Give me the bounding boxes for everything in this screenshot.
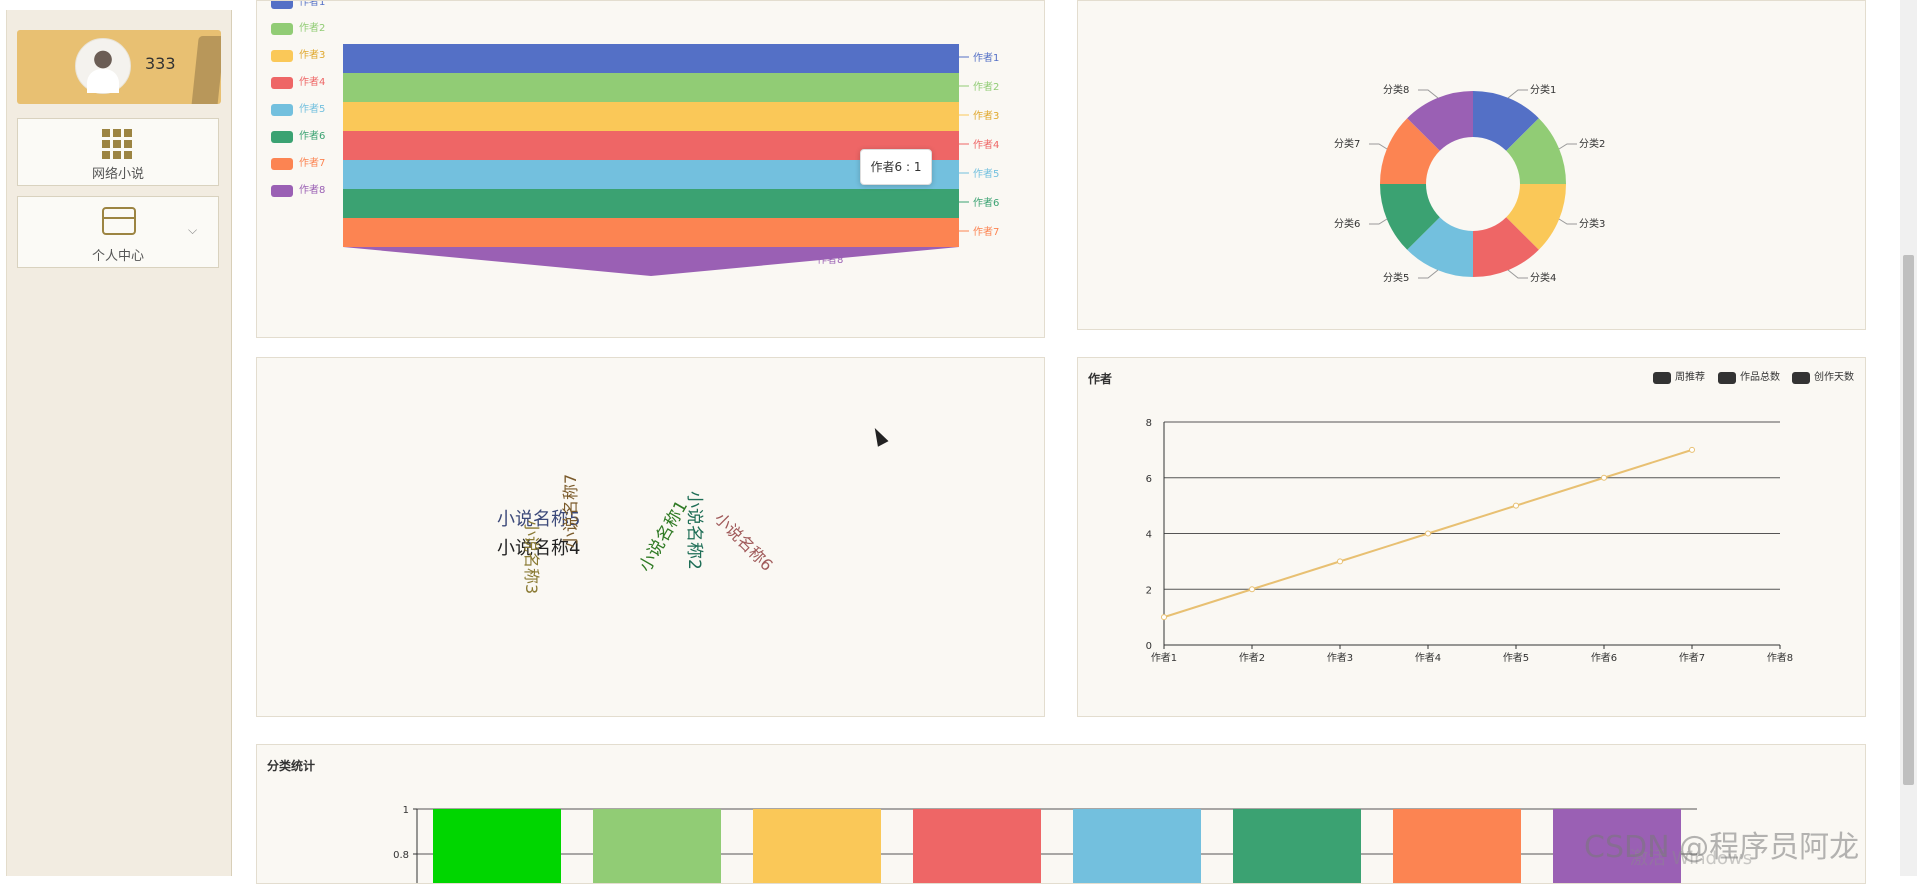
funnel-band-8	[343, 247, 959, 276]
funnel-band-2	[343, 73, 959, 102]
bar	[593, 809, 721, 883]
line-chart: 0 2 4 6 8 作者1 作者2 作者3 作者4 作者5 作者6 作者7 作者8	[1146, 418, 1794, 664]
word-cloud-word[interactable]: 小说名称5	[497, 509, 581, 530]
word-cloud-word[interactable]: 小说名称6	[710, 508, 777, 575]
bar	[913, 809, 1041, 883]
y-tick-label: 0	[1146, 641, 1152, 652]
funnel-band-5	[343, 160, 959, 189]
chevron-down-icon[interactable]: ⌵	[188, 223, 198, 237]
line-chart-panel: 作者 周推荐 作品总数 创作天数 0 2 4 6 8 作者1 作者2 作者3 作者4 作者5 作者6…	[1077, 357, 1866, 717]
y-tick-label: 4	[1146, 530, 1152, 541]
word-cloud-word[interactable]: 小说名称1	[635, 497, 693, 576]
donut-label: 分类8	[1383, 83, 1409, 96]
tooltip: 作者6 : 1	[860, 149, 932, 185]
os-watermark: 激活 Windows	[1630, 848, 1753, 869]
card-icon	[102, 207, 136, 235]
y-tick-label: 2	[1146, 585, 1152, 596]
funnel-label: 作者5	[973, 168, 999, 180]
funnel-chart: 作者1 作者2 作者3 作者4 作者5 作者6 作者7 作者8	[343, 44, 999, 276]
nav-item-personal-center[interactable]: ⌵ 个人中心	[17, 196, 219, 268]
word-cloud-word[interactable]: 小说名称7	[561, 473, 580, 548]
donut-chart: 分类1 分类2 分类3 分类4 分类5 分类6 分类7 分类8	[1334, 83, 1605, 284]
x-tick-label: 作者2	[1239, 652, 1265, 664]
x-tick-label: 作者6	[1591, 652, 1617, 664]
card-fold-decoration	[191, 36, 221, 104]
y-tick-label: 0.8	[393, 850, 409, 861]
bar-chart: 10.8	[393, 805, 1697, 883]
donut-label: 分类4	[1530, 271, 1556, 284]
x-tick-label: 作者3	[1327, 652, 1353, 664]
donut-slice-4	[1473, 217, 1539, 278]
bar	[1393, 809, 1521, 883]
x-tick-label: 作者8	[1767, 652, 1793, 664]
nav-item-novels[interactable]: 网络小说	[17, 118, 219, 186]
nav-item-label: 网络小说	[91, 167, 144, 182]
funnel-label: 作者8	[817, 254, 843, 266]
donut-slice-3	[1506, 184, 1566, 250]
word-cloud-word[interactable]: 小说名称4	[497, 538, 581, 559]
funnel-label: 作者1	[973, 52, 999, 64]
bar	[1233, 809, 1361, 883]
word-cloud-panel: 小说名称5 小说名称4 小说名称3 小说名称7 小说名称1 小说名称2 小说名称…	[256, 357, 1045, 717]
avatar[interactable]	[75, 38, 131, 94]
x-tick-label: 作者4	[1415, 652, 1441, 664]
x-tick-label: 作者7	[1679, 652, 1705, 664]
donut-label: 分类2	[1579, 137, 1605, 150]
donut-slice-8	[1407, 90, 1473, 151]
csdn-watermark: CSDN @程序员阿龙	[1584, 830, 1860, 865]
scrollbar-thumb[interactable]	[1903, 255, 1914, 785]
funnel-label: 作者2	[973, 81, 999, 93]
x-tick-label: 作者5	[1503, 652, 1529, 664]
user-card[interactable]: 333	[17, 30, 221, 104]
username: 333	[145, 54, 176, 73]
funnel-band-1	[343, 44, 959, 73]
funnel-band-7	[343, 218, 959, 247]
donut-label: 分类3	[1579, 217, 1605, 230]
grid-icon	[102, 129, 132, 159]
funnel-band-4	[343, 131, 959, 160]
sidebar: 333 网络小说 ⌵ 个人中心	[6, 10, 232, 876]
scrollbar[interactable]	[1900, 0, 1917, 876]
bar-chart-panel: 分类统计 1 0.8	[256, 744, 1866, 884]
y-tick-label: 8	[1146, 418, 1152, 429]
funnel-label: 作者3	[973, 110, 999, 122]
donut-label: 分类1	[1530, 83, 1556, 96]
bar	[1073, 809, 1201, 883]
funnel-band-6	[343, 189, 959, 218]
donut-slice-5	[1407, 217, 1473, 278]
word-cloud-word[interactable]: 小说名称3	[522, 520, 541, 595]
funnel-label: 作者6	[973, 197, 999, 209]
data-point	[1601, 474, 1607, 481]
donut-chart-panel: 分类1 分类2 分类3 分类4 分类5 分类6 分类7 分类8	[1077, 0, 1866, 330]
data-point	[1513, 502, 1519, 509]
bar	[1553, 809, 1681, 883]
donut-label: 分类5	[1383, 271, 1409, 284]
donut-slice-1	[1473, 90, 1539, 151]
funnel-label: 作者4	[973, 139, 999, 151]
bar	[433, 809, 561, 883]
y-tick-label: 6	[1146, 474, 1152, 485]
funnel-label: 作者7	[973, 226, 999, 238]
donut-slice-2	[1506, 118, 1566, 184]
x-tick-label: 作者1	[1151, 652, 1177, 664]
chart-title: 分类统计	[267, 759, 316, 773]
funnel-chart-panel: 作者1 作者2 作者3 作者4 作者5 作者6 作者7 作者8 作者1 作者2 …	[256, 0, 1045, 338]
donut-label: 分类6	[1334, 217, 1360, 230]
nav-item-label: 个人中心	[91, 249, 144, 264]
y-tick-label: 1	[403, 805, 409, 816]
data-point	[1161, 614, 1167, 621]
donut-slice-6	[1380, 184, 1440, 250]
data-point	[1337, 558, 1343, 565]
donut-label: 分类7	[1334, 137, 1360, 150]
word-cloud-word[interactable]: 小说名称2	[684, 491, 704, 570]
bar	[753, 809, 881, 883]
donut-slice-7	[1380, 118, 1440, 184]
funnel-band-3	[343, 102, 959, 131]
chart-title: 作者	[1088, 372, 1113, 386]
data-point	[1425, 530, 1431, 537]
data-point	[1689, 446, 1695, 453]
data-point	[1249, 586, 1255, 593]
legend-swatch	[271, 1, 293, 9]
